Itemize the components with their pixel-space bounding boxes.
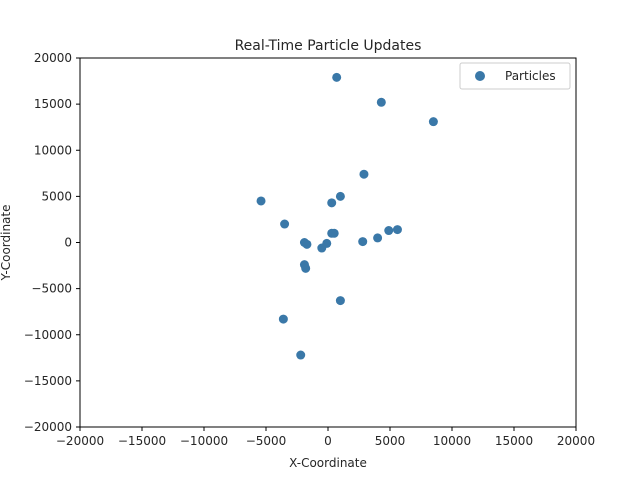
data-point	[332, 72, 342, 82]
y-axis-label: Y-Coordinate	[0, 204, 13, 281]
y-tick-label: 20000	[34, 51, 72, 65]
y-axis-ticks: −20000 −15000 −10000 −5000 0 5000 10000 15000 20…	[24, 51, 80, 434]
y-tick-label: −20000	[24, 420, 72, 434]
data-point	[302, 239, 312, 249]
data-point	[327, 198, 337, 208]
y-tick-label: 5000	[41, 189, 72, 203]
y-tick-label: 10000	[34, 143, 72, 157]
x-tick-label: −15000	[118, 434, 166, 448]
data-point	[278, 314, 288, 324]
data-point	[373, 233, 383, 243]
x-tick-label: 10000	[433, 434, 471, 448]
x-tick-label: −10000	[180, 434, 228, 448]
data-point	[296, 350, 306, 360]
data-point	[428, 117, 438, 127]
x-tick-label: −5000	[246, 434, 287, 448]
y-tick-label: −15000	[24, 374, 72, 388]
x-tick-label: −20000	[56, 434, 104, 448]
y-tick-label: 15000	[34, 97, 72, 111]
data-point	[301, 263, 311, 273]
y-tick-label: −10000	[24, 328, 72, 342]
data-point	[329, 228, 339, 238]
data-point	[384, 226, 394, 236]
legend: Particles	[459, 62, 571, 90]
x-tick-label: 15000	[495, 434, 533, 448]
y-tick-label: −5000	[31, 282, 72, 296]
chart-title: Real-Time Particle Updates	[235, 38, 422, 54]
x-axis-ticks: −20000 −15000 −10000 −5000 0 5000 10000 15000 20…	[56, 427, 595, 448]
data-point	[335, 296, 345, 306]
y-tick-label: 0	[64, 236, 72, 250]
data-point	[256, 196, 266, 206]
legend-box	[459, 62, 571, 90]
data-point	[280, 219, 290, 229]
data-point	[358, 237, 368, 247]
data-point	[317, 243, 327, 253]
x-axis-label: X-Coordinate	[289, 456, 367, 470]
legend-label: Particles	[505, 69, 556, 83]
x-tick-label: 0	[324, 434, 332, 448]
data-point	[359, 169, 369, 179]
x-tick-label: 5000	[375, 434, 406, 448]
x-tick-label: 20000	[557, 434, 595, 448]
points-layer	[256, 72, 438, 360]
legend-marker	[475, 71, 485, 81]
data-point	[392, 225, 402, 235]
data-point	[335, 191, 345, 201]
data-point	[376, 97, 386, 107]
